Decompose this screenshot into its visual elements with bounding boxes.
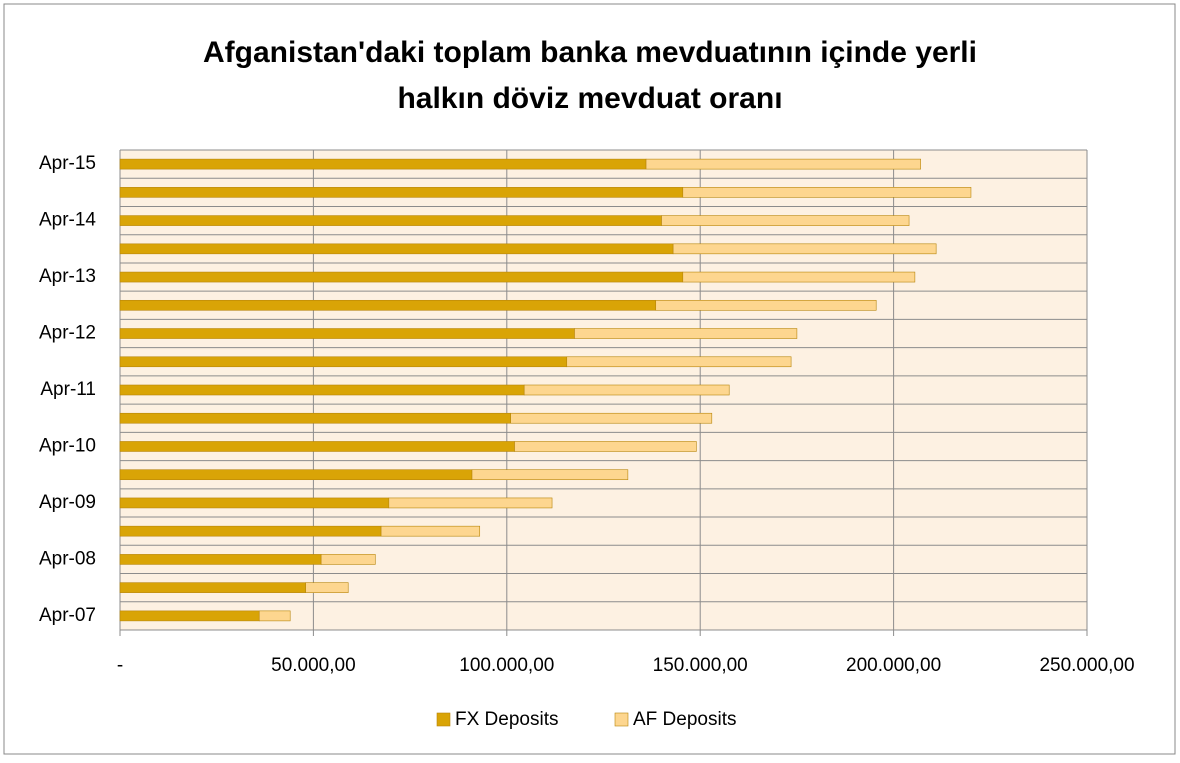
bar <box>119 299 657 311</box>
bar <box>523 384 730 396</box>
chart-title: halkın döviz mevduat oranı <box>397 82 782 115</box>
bar <box>119 328 575 339</box>
bar <box>119 158 647 170</box>
x-tick-label: 200.000,00 <box>846 655 941 676</box>
bar <box>119 441 515 452</box>
bar <box>119 554 322 565</box>
bar <box>119 356 568 368</box>
bar <box>510 412 713 424</box>
bar <box>645 158 921 170</box>
x-tick-label: 250.000,00 <box>1039 655 1134 676</box>
bar <box>119 582 306 593</box>
bar <box>514 441 697 452</box>
bar <box>682 187 972 198</box>
legend-swatch <box>436 712 451 727</box>
y-tick-label: Apr-10 <box>39 435 96 456</box>
bar <box>661 215 910 226</box>
chart-title: Afganistan'daki toplam banka mevduatının… <box>203 36 977 69</box>
bar <box>682 271 916 283</box>
bar <box>119 243 674 255</box>
bar <box>388 497 553 509</box>
bar <box>119 271 684 283</box>
y-tick-label: Apr-14 <box>39 210 96 231</box>
bar <box>119 215 662 226</box>
bar <box>119 525 382 537</box>
bar <box>574 328 798 339</box>
legend-label: AF Deposits <box>633 709 736 730</box>
bar <box>471 469 629 481</box>
bar <box>119 412 511 424</box>
x-tick-label: 50.000,00 <box>271 655 356 676</box>
bar <box>672 243 937 255</box>
bar <box>655 299 877 311</box>
bar <box>380 525 481 537</box>
y-tick-label: Apr-08 <box>39 548 96 569</box>
x-tick-label: 150.000,00 <box>653 655 748 676</box>
y-tick-label: Apr-11 <box>40 379 96 400</box>
y-tick-label: Apr-12 <box>39 323 96 344</box>
bar <box>566 356 792 368</box>
legend-label: FX Deposits <box>455 709 558 730</box>
bar <box>119 187 684 198</box>
bar <box>119 610 260 622</box>
bar <box>305 582 349 593</box>
bar <box>119 497 390 509</box>
x-tick-label: 100.000,00 <box>459 655 554 676</box>
x-tick-label: - <box>117 655 123 676</box>
bar <box>119 469 473 481</box>
bar <box>258 610 291 622</box>
bar <box>320 554 376 565</box>
bar <box>119 384 525 396</box>
legend-swatch <box>614 712 629 727</box>
y-tick-label: Apr-07 <box>39 605 96 626</box>
y-tick-label: Apr-09 <box>39 492 96 513</box>
y-tick-label: Apr-15 <box>39 153 96 174</box>
y-tick-label: Apr-13 <box>39 266 96 287</box>
